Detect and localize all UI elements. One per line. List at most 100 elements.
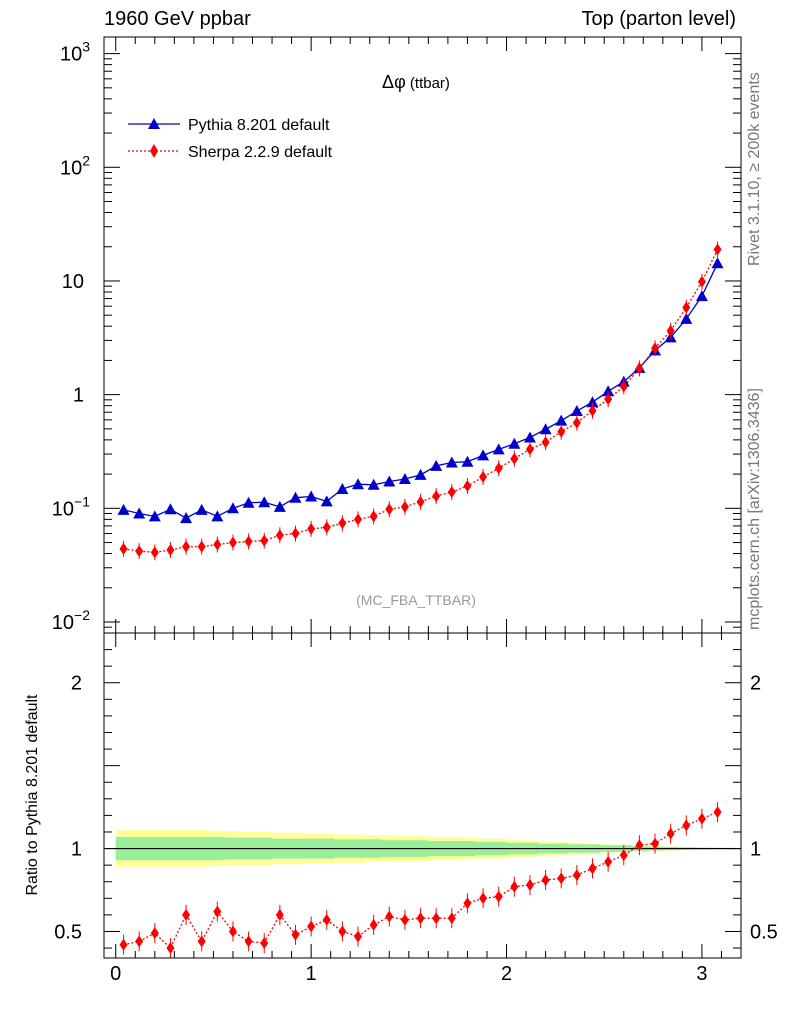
pythia-series-line [123,263,719,519]
sherpa-point [166,543,175,556]
ratio-point [525,879,534,892]
y-tick-base: 10 [60,44,82,66]
y-tick-exponent: 3 [82,39,90,55]
header-left: 1960 GeV ppbar [104,8,251,30]
y-tick-base: 10 [60,157,82,179]
sherpa-point [572,416,581,429]
y-tick-label: 10−2 [52,607,90,634]
ratio-point [682,819,691,832]
ratio-point [494,890,503,903]
ratio-point [510,880,519,893]
pythia-point [258,496,271,508]
pythia-point [680,312,693,324]
pythia-point [523,431,536,443]
sherpa-point [119,542,128,555]
y-tick-exponent: 2 [82,152,90,168]
ratio-point [666,827,675,840]
legend-sherpa-label: Sherpa 2.2.9 default [188,144,333,161]
ratio-point [354,930,363,943]
ratio-point [619,849,628,862]
sherpa-point [604,393,613,406]
ratio-y-tick-label-right: 1 [750,839,761,861]
sherpa-point [150,546,159,559]
pythia-point [492,443,505,455]
sherpa-point [291,527,300,540]
sherpa-point [416,495,425,508]
y-tick-base: 10 [52,498,74,520]
ratio-point [213,905,222,918]
pythia-point [602,385,615,397]
ratio-y-tick-label-left: 1 [71,839,82,861]
ratio-point [447,912,456,925]
ratio-point [463,897,472,910]
pythia-point [336,482,349,494]
y-tick-label: 103 [60,39,90,66]
sherpa-point [525,443,534,456]
pythia-point [211,510,224,522]
sherpa-point [432,490,441,503]
sherpa-point [260,534,269,547]
y-tick-label: 10−1 [52,493,90,520]
ratio-uncertainty-bands [104,830,741,867]
pythia-point [117,503,130,515]
ratio-point [713,806,722,819]
pythia-point [586,396,599,408]
legend: Pythia 8.201 default Sherpa 2.2.9 defaul… [128,117,333,161]
pythia-point [148,510,161,522]
chart-title-symbol: Δφ [382,72,406,92]
sherpa-point [197,540,206,553]
ratio-panel-frame [103,632,742,959]
sherpa-point [635,362,644,375]
pythia-point [414,468,427,480]
ratio-point [400,913,409,926]
pythia-point [477,449,490,461]
sherpa-point [244,535,253,548]
pythia-point [695,290,708,302]
sherpa-point [557,425,566,438]
ratio-point [275,908,284,921]
pythia-point [195,503,208,515]
analysis-annotation: (MC_FBA_TTBAR) [356,592,476,608]
y-tick-base: 10 [52,612,74,634]
ratio-point [697,812,706,825]
sherpa-point [463,480,472,493]
ratio-y-tick-label-left: 0.5 [54,921,82,943]
sherpa-point [135,545,144,558]
ratio-point [182,908,191,921]
sherpa-point [682,301,691,314]
pythia-point [555,414,568,426]
sherpa-point [479,470,488,483]
ratio-point [307,920,316,933]
pythia-point [164,503,177,515]
ratio-point [651,837,660,850]
sherpa-point [385,503,394,516]
chart-title: Δφ (ttbar) [382,72,450,92]
pythia-point [226,502,239,514]
sherpa-point [182,540,191,553]
y-tick-label: 10 [62,271,84,293]
sherpa-point [697,275,706,288]
sherpa-point [322,521,331,534]
sherpa-point [510,452,519,465]
pythia-point [320,495,333,507]
x-tick-label: 0 [110,963,121,985]
ratio-point [244,935,253,948]
x-tick-label: 2 [501,963,512,985]
sherpa-point [338,517,347,530]
legend-sherpa-marker [150,144,158,158]
ratio-point [260,937,269,950]
sherpa-point [666,324,675,337]
ratio-point [416,912,425,925]
sherpa-point [651,342,660,355]
ratio-point [604,855,613,868]
header-right: Top (parton level) [581,8,736,30]
y-tick-exponent: −1 [74,493,90,509]
sherpa-point [619,380,628,393]
ratio-point [119,938,128,951]
sherpa-point [400,500,409,513]
ratio-point [197,935,206,948]
ratio-point [228,925,237,938]
ratio-point [322,913,331,926]
pythia-point [445,456,458,468]
